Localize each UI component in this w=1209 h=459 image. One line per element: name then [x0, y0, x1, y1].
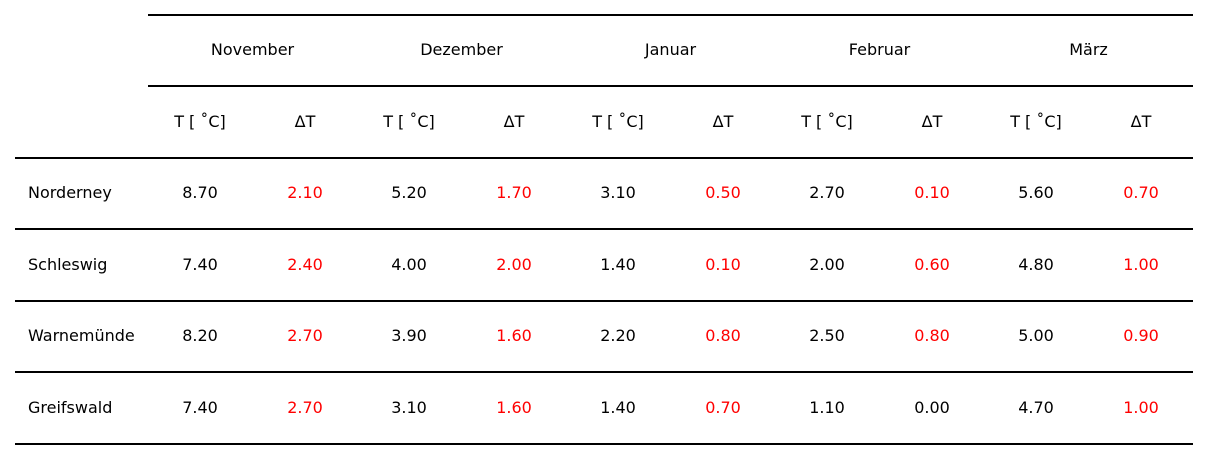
- station-label: Norderney: [28, 183, 112, 202]
- delta-value: 0.70: [1123, 183, 1159, 202]
- delta-value: 0.80: [705, 326, 741, 345]
- temperature-value: 5.00: [1018, 326, 1054, 345]
- temperature-value: 3.10: [391, 398, 427, 417]
- month-rule: [148, 85, 1193, 87]
- delta-value: 0.90: [1123, 326, 1159, 345]
- delta-value: 0.10: [705, 255, 741, 274]
- delta-value: 2.70: [287, 398, 323, 417]
- station-label: Greifswald: [28, 398, 113, 417]
- temperature-value: 2.70: [809, 183, 845, 202]
- temperature-value: 5.60: [1018, 183, 1054, 202]
- row-rule: [15, 300, 1193, 302]
- temperature-value: 8.70: [182, 183, 218, 202]
- delta-value: 2.70: [287, 326, 323, 345]
- delta-column-header: ΔT: [294, 112, 316, 131]
- header-rule: [15, 157, 1193, 159]
- month-header: Januar: [644, 40, 697, 59]
- station-label: Warnemünde: [28, 326, 135, 345]
- delta-column-header: ΔT: [1130, 112, 1152, 131]
- temperature-value: 4.00: [391, 255, 427, 274]
- delta-value: 1.60: [496, 398, 532, 417]
- station-label: Schleswig: [28, 255, 108, 274]
- temperature-column-header: T [ ˚C]: [801, 112, 853, 131]
- delta-value: 0.70: [705, 398, 741, 417]
- temperature-column-header: T [ ˚C]: [1010, 112, 1062, 131]
- delta-value: 1.70: [496, 183, 532, 202]
- delta-value: 1.60: [496, 326, 532, 345]
- temperature-column-header: T [ ˚C]: [592, 112, 644, 131]
- delta-value: 2.10: [287, 183, 323, 202]
- temperature-value: 7.40: [182, 255, 218, 274]
- temperature-column-header: T [ ˚C]: [383, 112, 435, 131]
- temperature-value: 1.40: [600, 255, 636, 274]
- temperature-value: 1.10: [809, 398, 845, 417]
- month-header: Dezember: [420, 40, 503, 59]
- month-header: November: [210, 40, 295, 59]
- delta-column-header: ΔT: [921, 112, 943, 131]
- month-header: März: [1069, 40, 1108, 59]
- bottom-rule: [15, 443, 1193, 445]
- temperature-value: 7.40: [182, 398, 218, 417]
- top-rule: [148, 14, 1193, 16]
- delta-value: 2.40: [287, 255, 323, 274]
- delta-value: 1.00: [1123, 398, 1159, 417]
- temperature-value: 3.90: [391, 326, 427, 345]
- row-rule: [15, 228, 1193, 230]
- temperature-value: 8.20: [182, 326, 218, 345]
- delta-value: 0.50: [705, 183, 741, 202]
- delta-value: 0.00: [914, 398, 950, 417]
- temperature-value: 3.10: [600, 183, 636, 202]
- delta-value: 0.80: [914, 326, 950, 345]
- temperature-value: 4.80: [1018, 255, 1054, 274]
- temperature-value: 4.70: [1018, 398, 1054, 417]
- temperature-value: 5.20: [391, 183, 427, 202]
- delta-column-header: ΔT: [503, 112, 525, 131]
- delta-value: 1.00: [1123, 255, 1159, 274]
- delta-value: 0.60: [914, 255, 950, 274]
- delta-value: 2.00: [496, 255, 532, 274]
- delta-value: 0.10: [914, 183, 950, 202]
- temperature-value: 1.40: [600, 398, 636, 417]
- temperature-column-header: T [ ˚C]: [174, 112, 226, 131]
- row-rule: [15, 371, 1193, 373]
- temperature-value: 2.20: [600, 326, 636, 345]
- month-header: Februar: [848, 40, 911, 59]
- delta-column-header: ΔT: [712, 112, 734, 131]
- temperature-value: 2.00: [809, 255, 845, 274]
- temperature-value: 2.50: [809, 326, 845, 345]
